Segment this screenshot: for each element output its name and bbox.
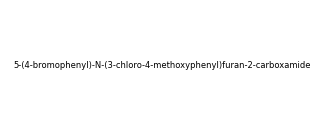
Text: 5-(4-bromophenyl)-N-(3-chloro-4-methoxyphenyl)furan-2-carboxamide: 5-(4-bromophenyl)-N-(3-chloro-4-methoxyp… xyxy=(14,61,311,70)
